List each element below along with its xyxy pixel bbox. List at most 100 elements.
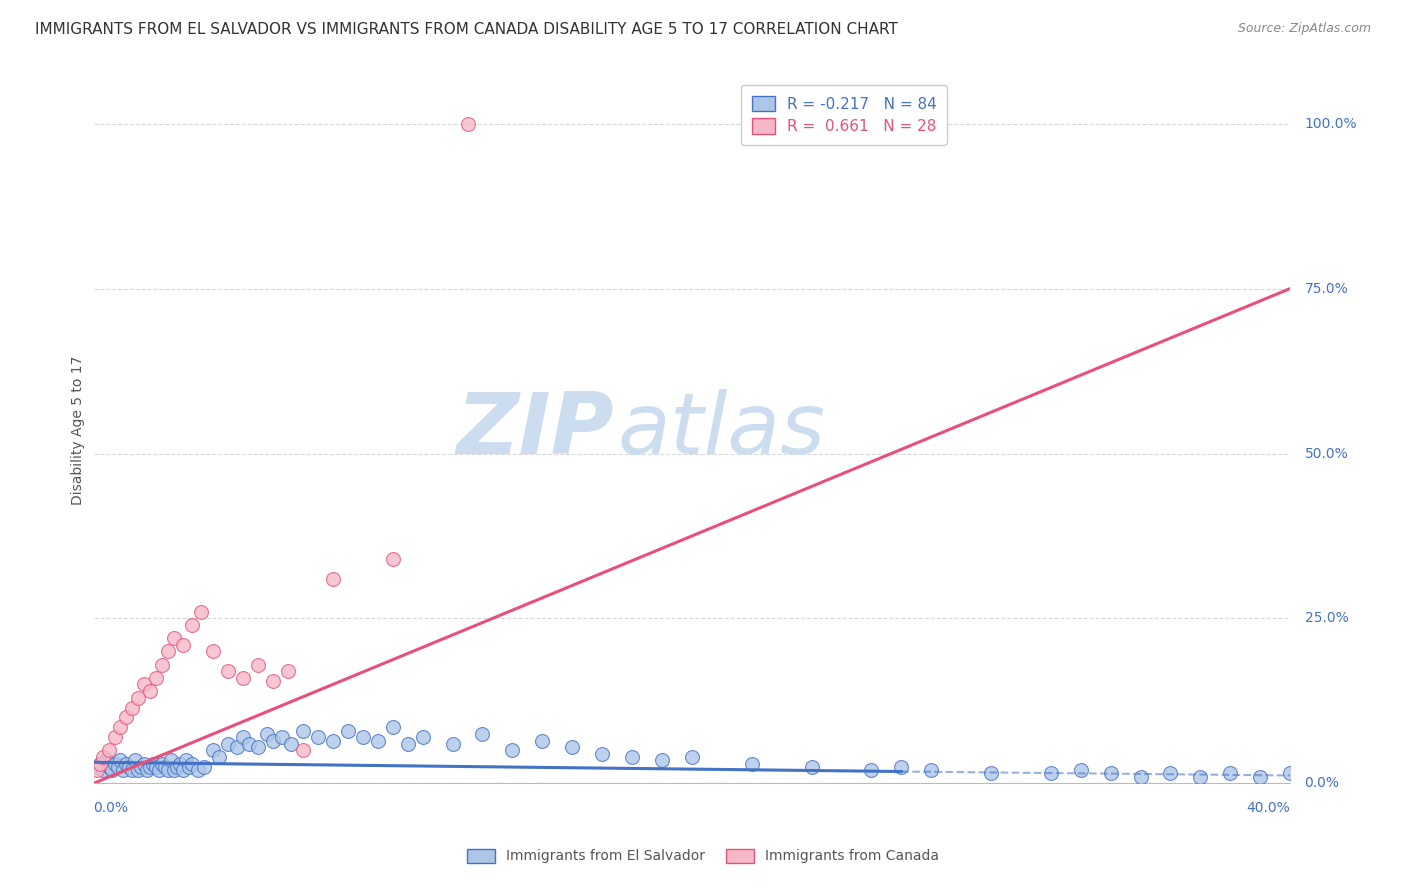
Point <box>1279 766 1302 780</box>
Point <box>86 760 108 774</box>
Point <box>1129 770 1152 784</box>
Point <box>1399 766 1406 780</box>
Point <box>247 740 270 755</box>
Text: 50.0%: 50.0% <box>1305 447 1348 460</box>
Point <box>148 763 170 777</box>
Point <box>217 664 239 678</box>
Point <box>226 740 249 755</box>
Point <box>163 632 186 646</box>
Point <box>651 753 673 767</box>
Point <box>124 753 146 767</box>
Text: IMMIGRANTS FROM EL SALVADOR VS IMMIGRANTS FROM CANADA DISABILITY AGE 5 TO 17 COR: IMMIGRANTS FROM EL SALVADOR VS IMMIGRANT… <box>35 22 898 37</box>
Point <box>127 690 149 705</box>
Point <box>134 756 156 771</box>
Point <box>396 737 419 751</box>
Text: 40.0%: 40.0% <box>1246 801 1291 815</box>
Point <box>291 743 314 757</box>
Point <box>457 117 479 131</box>
Point <box>131 760 153 774</box>
Point <box>561 740 583 755</box>
Point <box>202 644 225 658</box>
Point <box>336 723 359 738</box>
Point <box>100 763 122 777</box>
Point <box>118 760 141 774</box>
Point <box>681 750 703 764</box>
Point <box>890 760 912 774</box>
Point <box>262 733 284 747</box>
Point <box>169 756 191 771</box>
Point <box>181 618 204 632</box>
Point <box>94 753 117 767</box>
Point <box>381 552 404 566</box>
Point <box>145 671 167 685</box>
Point <box>247 657 270 672</box>
Point <box>115 710 138 724</box>
Point <box>322 733 344 747</box>
Legend: Immigrants from El Salvador, Immigrants from Canada: Immigrants from El Salvador, Immigrants … <box>461 843 945 869</box>
Point <box>920 763 942 777</box>
Point <box>277 664 299 678</box>
Point <box>97 743 120 757</box>
Point <box>1159 766 1181 780</box>
Point <box>172 638 194 652</box>
Point <box>172 763 194 777</box>
Point <box>176 753 198 767</box>
Point <box>1249 770 1271 784</box>
Point <box>1219 766 1241 780</box>
Point <box>1368 770 1391 784</box>
Point <box>1070 763 1092 777</box>
Point <box>322 572 344 586</box>
Point <box>352 730 374 744</box>
Point <box>531 733 554 747</box>
Point <box>280 737 302 751</box>
Point <box>103 756 125 771</box>
Point <box>980 766 1002 780</box>
Point <box>160 753 183 767</box>
Point <box>121 763 143 777</box>
Point <box>157 644 180 658</box>
Point <box>367 733 389 747</box>
Point <box>412 730 434 744</box>
Point <box>208 750 231 764</box>
Point <box>134 677 156 691</box>
Point <box>1099 766 1122 780</box>
Point <box>307 730 329 744</box>
Point <box>193 760 215 774</box>
Y-axis label: Disability Age 5 to 17: Disability Age 5 to 17 <box>72 356 86 505</box>
Point <box>860 763 883 777</box>
Legend: R = -0.217   N = 84, R =  0.661   N = 28: R = -0.217 N = 84, R = 0.661 N = 28 <box>741 85 948 145</box>
Point <box>142 756 165 771</box>
Point <box>157 763 180 777</box>
Point <box>1339 766 1361 780</box>
Point <box>110 720 132 734</box>
Point <box>155 760 177 774</box>
Point <box>217 737 239 751</box>
Text: 0.0%: 0.0% <box>1305 776 1340 790</box>
Point <box>232 730 254 744</box>
Point <box>238 737 260 751</box>
Point <box>381 720 404 734</box>
Text: ZIP: ZIP <box>457 389 614 472</box>
Point <box>591 747 613 761</box>
Point <box>621 750 644 764</box>
Point <box>202 743 225 757</box>
Text: 75.0%: 75.0% <box>1305 282 1348 295</box>
Point <box>86 763 108 777</box>
Point <box>139 760 162 774</box>
Point <box>181 756 204 771</box>
Point <box>291 723 314 738</box>
Point <box>441 737 464 751</box>
Text: Source: ZipAtlas.com: Source: ZipAtlas.com <box>1237 22 1371 36</box>
Point <box>800 760 823 774</box>
Point <box>1189 770 1212 784</box>
Point <box>262 674 284 689</box>
Point <box>91 750 114 764</box>
Point <box>741 756 763 771</box>
Point <box>471 727 494 741</box>
Point <box>1309 770 1331 784</box>
Text: atlas: atlas <box>617 389 825 472</box>
Point <box>91 763 114 777</box>
Point <box>501 743 523 757</box>
Point <box>115 756 138 771</box>
Point <box>97 760 120 774</box>
